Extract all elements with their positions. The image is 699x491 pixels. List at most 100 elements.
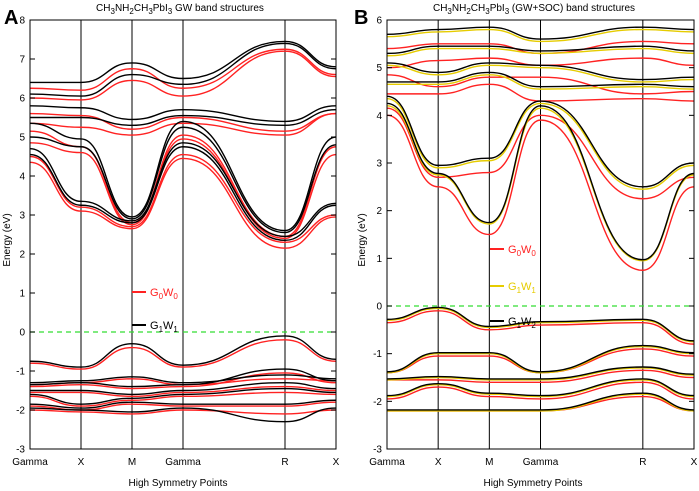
b-g0w0-band-9	[386, 381, 695, 400]
a-xtick-label-4: R	[281, 457, 288, 468]
a-g1w1-band-12	[29, 387, 337, 405]
panel-a-title: CH3NH2CH3PbI3 GW band structures	[96, 3, 264, 16]
a-g0w0-band-6	[29, 50, 337, 101]
b-xtick-label-4: R	[639, 457, 646, 468]
a-series-g1w1	[29, 40, 337, 423]
legend-entry-b-g1w1: G1W1	[490, 281, 536, 295]
b-plot-frame	[386, 19, 695, 450]
b-g1w2-band-4	[386, 45, 695, 55]
b-ytick-label: -3	[373, 445, 382, 456]
b-series-g1w1	[386, 28, 695, 412]
panel-a-legend: G0W0 G1W1	[132, 287, 178, 334]
b-xtick-label-5: X	[691, 457, 698, 468]
b-ytick-label: -2	[373, 397, 382, 408]
a-g1w1-band-11	[30, 381, 337, 396]
a-g0w0-band-0	[29, 157, 337, 249]
a-xtick-label-2: M	[128, 457, 136, 468]
b-g1w1-band-2	[387, 74, 695, 90]
a-g1w1-band-9	[29, 374, 337, 384]
panel-b: B CH3NH2CH3PbI3 (GW+SOC) band structures…	[354, 3, 698, 489]
panel-b-bands	[386, 26, 695, 412]
b-g1w1-band-3	[386, 64, 695, 83]
b-g1w2-band-3	[386, 62, 695, 81]
panel-b-axes: -3 -2 -1 0 1 2 3 4 5 6 Gamma X M Gamma R X	[369, 16, 697, 469]
b-g1w1-band-8	[386, 367, 695, 381]
a-g0w0-band-12	[29, 391, 337, 407]
b-g1w1-band-9	[386, 379, 695, 398]
panel-b-legend: G0W0 G1W1 G1W2	[490, 244, 536, 330]
a-ytick-label: 7	[19, 55, 25, 66]
a-ytick-label: -1	[16, 367, 25, 378]
b-g0w0-band-1	[386, 107, 695, 200]
a-g0w0-band-5	[29, 112, 337, 132]
b-ytick-label: 1	[376, 254, 382, 265]
panel-b-ylabel: Energy (eV)	[357, 213, 368, 266]
panel-a-bands	[29, 40, 337, 423]
a-g1w1-band-8	[29, 335, 337, 368]
b-g0w0-band-4	[386, 57, 695, 69]
b-g1w1-band-4	[386, 47, 695, 57]
b-g1w1-band-1	[386, 97, 695, 190]
b-g0w0-band-8	[386, 369, 695, 383]
a-g1w1-band-13	[29, 399, 337, 409]
a-g0w0-band-10	[29, 372, 337, 390]
panel-a-axes: -3 -2 -1 0 1 2 3 4 5 6 7 8 Gamma X M Gamma R X	[12, 16, 339, 469]
b-g0w0-band-0	[386, 114, 695, 271]
a-g0w0-band-14	[29, 409, 337, 415]
b-g1w2-band-9	[386, 378, 695, 397]
a-xtick-label-3: Gamma	[165, 457, 201, 468]
panel-b-xlabel: High Symmetry Points	[484, 478, 583, 489]
a-plot-frame	[29, 19, 337, 450]
a-xtick-label-0: Gamma	[12, 457, 48, 468]
legend-entry-g0w0: G0W0	[132, 287, 178, 301]
b-ytick-label: 6	[376, 16, 382, 27]
b-g1w2-band-5	[386, 26, 695, 40]
b-g1w1-band-7	[386, 345, 695, 374]
b-g1w2-band-10	[387, 392, 695, 411]
a-g1w1-band-2	[29, 126, 337, 234]
a-g0w0-band-11	[30, 385, 337, 398]
b-g1w1-band-5	[386, 28, 695, 43]
panel-b-letter: B	[354, 7, 368, 29]
b-xtick-label-3: Gamma	[523, 457, 559, 468]
a-ytick-label: -3	[16, 445, 25, 456]
b-ytick-label: 2	[376, 206, 382, 217]
b-g1w1-band-6	[386, 307, 695, 343]
b-g1w2-band-2	[387, 71, 695, 88]
a-ytick-label: 2	[19, 250, 25, 261]
b-g1w2-band-7	[386, 344, 695, 373]
b-ytick-label: 4	[376, 111, 382, 122]
b-g0w0-band-5	[386, 40, 695, 55]
a-g1w1-band-6	[29, 42, 337, 97]
legend-label-g1w1: G1W1	[150, 320, 178, 334]
a-ytick-label: -2	[16, 406, 25, 417]
legend-entry-b-g0w0: G0W0	[490, 244, 536, 258]
a-ytick-label: 0	[19, 328, 25, 339]
a-ytick-label: 5	[19, 133, 25, 144]
legend-entry-b-g1w2: G1W2	[490, 316, 536, 330]
panel-a-xlabel: High Symmetry Points	[129, 478, 228, 489]
a-xtick-label-5: X	[333, 457, 340, 468]
a-g1w1-band-7	[29, 40, 337, 84]
a-g0w0-band-4	[29, 112, 337, 136]
a-g1w1-band-1	[29, 142, 337, 238]
a-g1w1-band-10	[29, 368, 337, 388]
panel-a: A CH3NH2CH3PbI3 GW band structures -3-2-…	[2, 3, 340, 489]
a-g0w0-band-8	[29, 339, 337, 370]
b-g1w2-band-6	[386, 306, 695, 342]
a-g1w1-band-0	[29, 146, 337, 242]
b-g1w2-band-0	[386, 102, 695, 261]
b-xtick-label-1: X	[435, 457, 442, 468]
b-g0w0-band-3	[386, 74, 695, 95]
b-g1w1-band-10	[387, 393, 695, 412]
legend-entry-g1w1: G1W1	[132, 320, 178, 334]
b-g1w2-band-8	[386, 366, 695, 380]
b-ytick-label: 0	[376, 302, 382, 313]
b-ytick-label: 5	[376, 63, 382, 74]
a-g0w0-band-1	[29, 153, 337, 244]
a-xtick-label-1: X	[78, 457, 85, 468]
a-g1w1-band-14	[29, 407, 337, 423]
a-g0w0-band-7	[29, 48, 337, 91]
a-g1w1-band-3	[29, 120, 337, 232]
